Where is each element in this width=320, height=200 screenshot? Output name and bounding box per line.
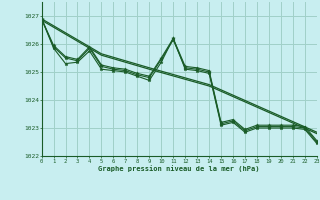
X-axis label: Graphe pression niveau de la mer (hPa): Graphe pression niveau de la mer (hPa) bbox=[99, 165, 260, 172]
